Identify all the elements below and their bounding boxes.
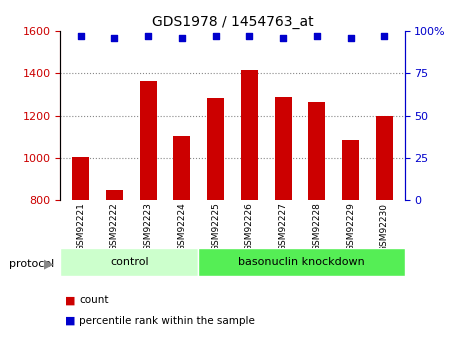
Text: GSM92229: GSM92229 xyxy=(346,203,355,252)
Point xyxy=(279,35,287,41)
Point xyxy=(178,35,186,41)
Text: GSM92227: GSM92227 xyxy=(279,203,288,252)
Bar xyxy=(106,190,123,345)
Text: GSM92228: GSM92228 xyxy=(312,203,321,252)
Point xyxy=(246,33,253,39)
Point xyxy=(77,33,85,39)
Bar xyxy=(60,248,198,276)
Point xyxy=(347,35,354,41)
Text: GSM92230: GSM92230 xyxy=(380,203,389,252)
Title: GDS1978 / 1454763_at: GDS1978 / 1454763_at xyxy=(152,14,313,29)
Text: count: count xyxy=(79,295,108,305)
Text: ▶: ▶ xyxy=(44,257,53,270)
Bar xyxy=(342,140,359,345)
Text: ■: ■ xyxy=(65,316,76,326)
Bar xyxy=(72,157,89,345)
Point xyxy=(212,33,219,39)
Text: GSM92224: GSM92224 xyxy=(177,203,186,251)
Bar xyxy=(198,248,405,276)
Bar xyxy=(308,102,326,345)
Bar xyxy=(241,70,258,345)
Text: GSM92223: GSM92223 xyxy=(144,203,153,252)
Text: percentile rank within the sample: percentile rank within the sample xyxy=(79,316,255,326)
Bar xyxy=(376,116,393,345)
Point xyxy=(111,35,118,41)
Text: GSM92222: GSM92222 xyxy=(110,203,119,251)
Text: basonuclin knockdown: basonuclin knockdown xyxy=(238,257,365,267)
Text: GSM92225: GSM92225 xyxy=(211,203,220,252)
Text: ■: ■ xyxy=(65,295,76,305)
Bar xyxy=(207,98,224,345)
Text: GSM92221: GSM92221 xyxy=(76,203,85,252)
Point xyxy=(380,33,388,39)
Bar xyxy=(140,81,157,345)
Text: protocol: protocol xyxy=(9,259,54,269)
Point xyxy=(313,33,320,39)
Bar xyxy=(173,136,190,345)
Text: GSM92226: GSM92226 xyxy=(245,203,254,252)
Bar xyxy=(275,97,292,345)
Point xyxy=(145,33,152,39)
Text: control: control xyxy=(110,257,149,267)
